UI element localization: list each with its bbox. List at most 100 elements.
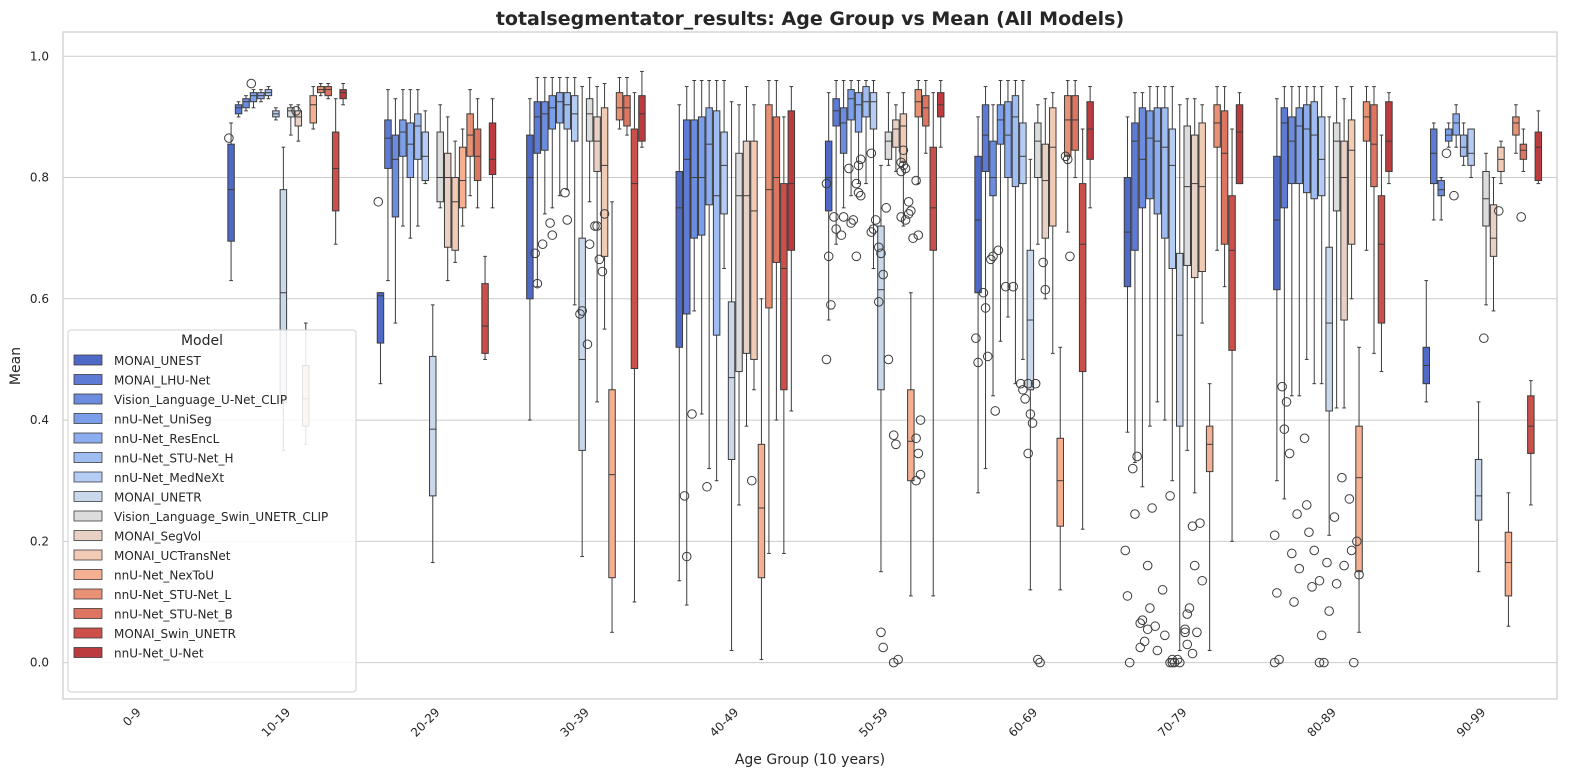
outlier-point [1319,657,1329,668]
outlier-point [1147,503,1157,513]
box-iqr [526,134,534,300]
outlier-point [1182,639,1193,650]
box-iqr [324,86,332,97]
box-iqr [481,283,489,354]
legend-swatch [73,530,103,541]
box-iqr [1527,395,1535,454]
outlier-point [373,196,384,207]
box [1512,104,1520,154]
box-iqr [1355,425,1363,573]
legend-label: nnU-Net_STU-Net_L [114,588,232,602]
box-iqr [1086,101,1094,160]
outlier-point [1339,560,1349,571]
box [936,80,945,148]
box-iqr [563,92,571,130]
box [1340,98,1348,409]
box [757,298,766,661]
legend-label: nnU-Net_NexToU [114,569,214,583]
box [1176,104,1184,651]
box-iqr [697,116,706,236]
outlier-point [911,175,921,186]
box-iqr [384,119,392,169]
legend-swatch [73,393,103,405]
legend-swatch [73,608,103,619]
box [712,80,721,482]
outlier-point [896,166,906,177]
box-iqr [1168,128,1177,269]
box-iqr [1041,143,1050,239]
outlier-point [1292,509,1302,519]
outlier-point [1027,418,1038,428]
box [1437,177,1445,221]
outlier-point [823,251,834,262]
box-iqr [1071,95,1079,151]
box [488,98,497,209]
legend-label: nnU-Net_STU-Net_B [114,608,233,622]
outlier-point [1023,378,1033,389]
box-iqr [331,131,340,212]
box [854,80,863,185]
outlier-point [1020,394,1030,404]
box-iqr [585,98,594,142]
box [1280,86,1289,500]
outlier-point [1344,494,1355,504]
box-iqr [884,131,893,160]
box-iqr [1347,119,1356,245]
box [623,76,631,136]
legend-label: MONAI_SegVol [114,530,201,544]
box-iqr [608,389,616,579]
box [1049,92,1057,354]
box-iqr [854,92,863,133]
legend-swatch [73,374,103,385]
box [384,89,392,282]
box-iqr [1213,104,1221,148]
outlier-point [291,106,301,116]
outlier-point [873,297,884,307]
box-iqr [787,110,796,251]
box [556,76,564,197]
outlier-point [993,245,1004,256]
box-iqr [227,143,235,242]
outlier-point [988,251,998,262]
box [1041,98,1050,300]
box-iqr [615,92,624,121]
outlier-point [1120,545,1131,556]
box [541,76,549,215]
outlier-point [702,481,712,492]
outlier-point [831,224,841,234]
outlier-point [1060,151,1071,162]
box [406,89,415,239]
box [772,80,781,421]
box-iqr [712,110,721,336]
box [563,76,571,191]
box-iqr [1437,180,1445,197]
box [1004,80,1012,318]
outlier-point [1329,512,1340,522]
box-iqr [1340,140,1348,321]
outlier-point [1301,500,1312,510]
outlier-point [547,230,558,240]
box-iqr [234,104,243,115]
outlier-point [1127,463,1138,474]
outlier-point [1038,257,1048,268]
legend-item: Vision_Language_Swin_UNETR_CLIP [73,510,328,524]
box [929,92,937,597]
box [1063,80,1072,233]
legend-swatch [73,569,103,580]
legend-item: MONAI_UNETR [73,491,202,505]
box [294,104,303,142]
box-iqr [989,140,997,197]
box-iqr [414,113,422,160]
box [974,116,982,494]
outlier-point [1187,648,1198,659]
box [1220,86,1229,288]
box [287,104,295,136]
box [1273,98,1281,482]
box [630,92,639,603]
box [1205,383,1214,651]
outlier-point [876,627,886,638]
outlier-point [1348,657,1359,668]
outlier-point [1169,657,1180,668]
outlier-point [844,163,854,174]
outlier-point [1062,154,1073,165]
